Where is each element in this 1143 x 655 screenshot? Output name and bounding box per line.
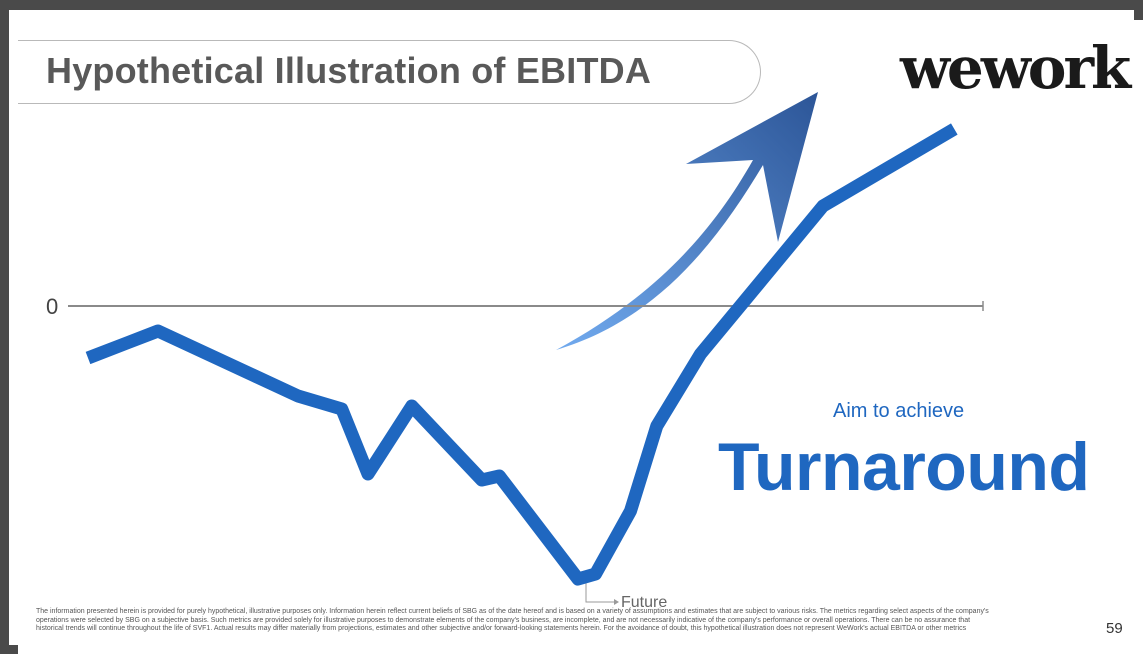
future-annotation: Future — [621, 594, 667, 611]
subheading: Aim to achieve — [833, 400, 965, 422]
slide-title: Hypothetical Illustration of EBITDA — [46, 50, 652, 91]
ebitda-chart: 0 Future — [46, 92, 984, 611]
future-marker — [585, 580, 614, 603]
disclaimer-text: The information presented herein is prov… — [36, 608, 989, 632]
wework-logo: wework — [900, 34, 1131, 102]
ebitda-series-line — [85, 123, 958, 586]
title-banner — [18, 40, 761, 104]
future-marker-arrowhead — [614, 599, 619, 605]
headline: Turnaround — [718, 429, 1090, 505]
slide: Hypothetical Illustration of EBITDA wewo… — [18, 20, 1143, 655]
upward-arrow-icon — [556, 92, 818, 350]
y-tick-label-0: 0 — [46, 294, 58, 319]
page-number: 59 — [1106, 620, 1123, 637]
